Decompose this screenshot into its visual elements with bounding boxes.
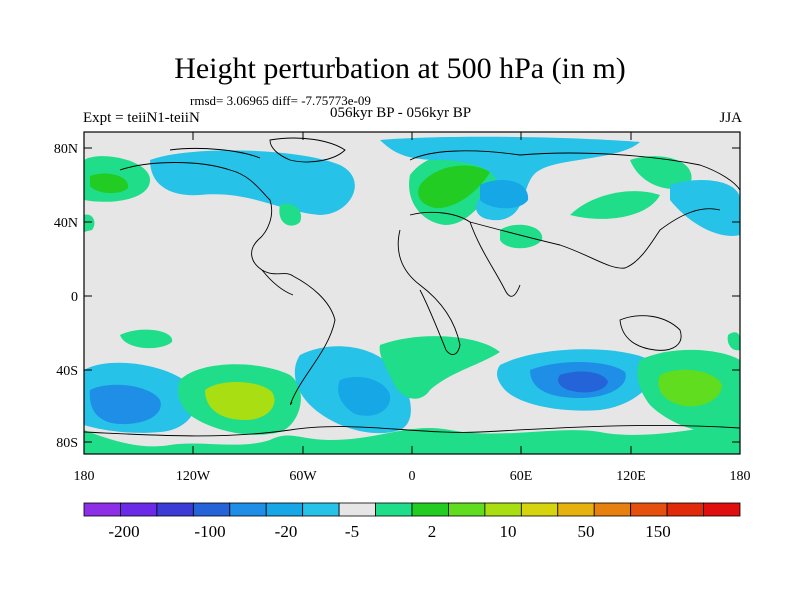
colorbar-label: -20 [275, 522, 298, 541]
colorbar-swatch [593, 502, 632, 517]
colorbar-swatch [192, 502, 231, 517]
period-label: 056kyr BP - 056kyr BP [330, 105, 472, 121]
contour-region [205, 381, 275, 420]
colorbar-label: 10 [500, 522, 517, 541]
colorbar-swatch [666, 502, 704, 517]
contour-region [279, 203, 302, 226]
colorbar-swatch [703, 502, 741, 517]
y-tick-label: 0 [71, 290, 78, 305]
y-tick-label: 80N [54, 142, 78, 157]
contour-region [338, 376, 391, 416]
y-axis: 80N 40N 0 40S 80S [54, 142, 740, 451]
colorbar-swatch [302, 502, 340, 517]
x-tick-label: 120E [616, 469, 646, 484]
colorbar-label: -100 [194, 522, 225, 541]
x-axis: 180 120W 60W 0 60E 120E 180 [74, 132, 751, 484]
colorbar-label: -200 [108, 522, 139, 541]
x-tick-label: 60E [510, 469, 533, 484]
experiment-label: Expt = teiiN1-teiiN [83, 110, 200, 126]
x-tick-label: 60W [289, 469, 317, 484]
contour-region [90, 173, 129, 194]
colorbar-swatch [265, 502, 304, 517]
colorbar-swatch [120, 502, 158, 517]
contour-region [670, 180, 740, 236]
colorbar-swatch [520, 502, 559, 517]
contour-region [418, 165, 490, 209]
colorbar-label: 50 [578, 522, 595, 541]
colorbar-swatch [448, 502, 486, 517]
contour-region [658, 369, 722, 407]
colorbar-swatch [375, 502, 413, 517]
colorbar-swatch [338, 502, 376, 517]
colorbar-swatch [83, 502, 121, 517]
x-tick-label: 180 [730, 469, 751, 484]
map-title: Height perturbation at 500 hPa (in m) [174, 52, 626, 85]
colorbar-swatch [156, 502, 194, 517]
contour-region [500, 224, 543, 249]
colorbar-swatch [630, 502, 668, 517]
colorbar-label: -5 [345, 522, 359, 541]
colorbar-label: 2 [428, 522, 437, 541]
x-tick-label: 0 [409, 469, 416, 484]
colorbar-swatch [557, 502, 595, 517]
y-tick-label: 40S [56, 364, 78, 379]
x-tick-label: 120W [176, 469, 211, 484]
contour-region [558, 371, 608, 393]
y-tick-label: 40N [54, 216, 78, 231]
contour-region [120, 329, 173, 349]
contour-region [379, 336, 500, 399]
coastlines [84, 137, 740, 437]
contour-region [630, 156, 692, 189]
contour-field [84, 132, 740, 454]
colorbar-label: 150 [645, 522, 671, 541]
contour-region [150, 150, 355, 215]
colorbar-swatch [484, 502, 522, 517]
x-tick-label: 180 [74, 469, 95, 484]
colorbar-swatch [229, 502, 267, 517]
y-tick-label: 80S [56, 436, 78, 451]
contour-region [380, 136, 640, 221]
contour-region [570, 191, 660, 219]
colorbar: -200 -100 -20 -5 2 10 50 150 [83, 502, 741, 541]
contour-region [89, 384, 161, 425]
contour-region [84, 420, 740, 454]
contour-region [727, 332, 740, 351]
stats-text: rmsd= 3.06965 diff= -7.75773e-09 [190, 93, 371, 108]
colorbar-swatch [411, 502, 449, 517]
contour-region [480, 180, 529, 209]
season-label: JJA [719, 110, 742, 126]
contour-region [84, 214, 95, 232]
